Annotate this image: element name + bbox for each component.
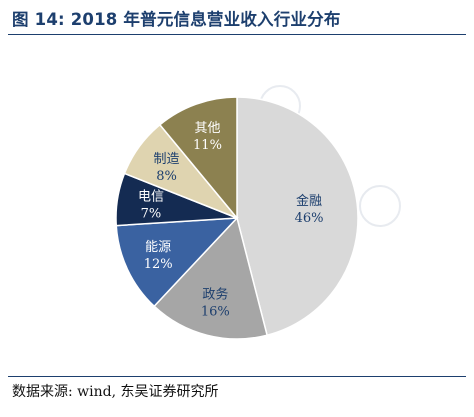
pie-labels: 金融 46% 政务 16% 能源 12% 电信 7% 制造 8% 其他 11% xyxy=(138,121,324,319)
slice-label-1: 政务 xyxy=(202,286,228,302)
source-note: 数据来源: wind, 东吴证券研究所 xyxy=(12,384,219,400)
figure-title: 图 14: 2018 年普元信息营业收入行业分布 xyxy=(12,10,341,29)
pie-chart-svg: 金融 46% 政务 16% 能源 12% 电信 7% 制造 8% 其他 11% xyxy=(115,85,401,340)
pie-slice-1 xyxy=(153,216,269,340)
slice-label-2: 能源 xyxy=(145,240,171,255)
slice-label-5: 其他 xyxy=(194,121,220,136)
slice-value-1: 16% xyxy=(201,304,230,319)
pie-slice-2 xyxy=(115,217,239,308)
pie-slices xyxy=(115,96,359,340)
slice-value-3: 7% xyxy=(141,206,162,221)
slice-value-5: 11% xyxy=(193,138,222,153)
title-rule xyxy=(8,34,466,35)
pie-chart: 金融 46% 政务 16% 能源 12% 电信 7% 制造 8% 其他 11% xyxy=(0,36,474,374)
slice-label-3: 电信 xyxy=(138,189,164,204)
slice-label-4: 制造 xyxy=(154,152,180,167)
slice-value-2: 12% xyxy=(144,257,173,272)
footer-rule xyxy=(8,376,466,377)
slice-value-4: 8% xyxy=(156,169,177,184)
pie-slice-0 xyxy=(236,96,359,337)
pie-slice-5 xyxy=(158,96,238,221)
slice-value-0: 46% xyxy=(295,211,324,226)
slice-label-0: 金融 xyxy=(296,193,322,209)
